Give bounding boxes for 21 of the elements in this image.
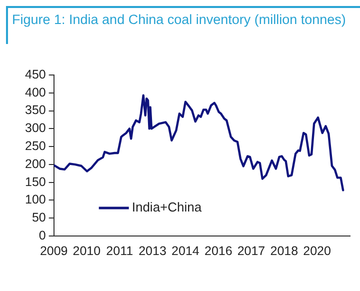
- y-tick-label: 150: [24, 174, 46, 189]
- y-tick-label: 50: [32, 210, 46, 225]
- x-tick-label: 2013: [138, 244, 166, 258]
- x-tick-label: 2011: [106, 244, 134, 258]
- x-tick-label: 2020: [303, 244, 331, 258]
- y-tick-label: 400: [24, 85, 46, 100]
- x-tick-label: 2018: [270, 244, 298, 258]
- legend-label: India+China: [132, 200, 202, 215]
- y-tick-label: 450: [24, 67, 46, 82]
- chart-title: Figure 1: India and China coal inventory (million tonnes): [12, 12, 346, 27]
- x-tick-label: 2017: [237, 244, 266, 258]
- y-tick-label: 300: [24, 121, 46, 136]
- y-tick-label: 0: [38, 228, 46, 242]
- x-tick-label: 2010: [72, 244, 101, 258]
- x-tick-label: 2009: [40, 244, 68, 258]
- x-tick-label: 2014: [172, 244, 200, 258]
- y-tick-label: 200: [24, 156, 46, 171]
- y-tick-label: 100: [24, 192, 46, 207]
- y-tick-label: 250: [24, 139, 46, 154]
- x-tick-label: 2016: [204, 244, 232, 258]
- y-tick-label: 350: [24, 103, 46, 118]
